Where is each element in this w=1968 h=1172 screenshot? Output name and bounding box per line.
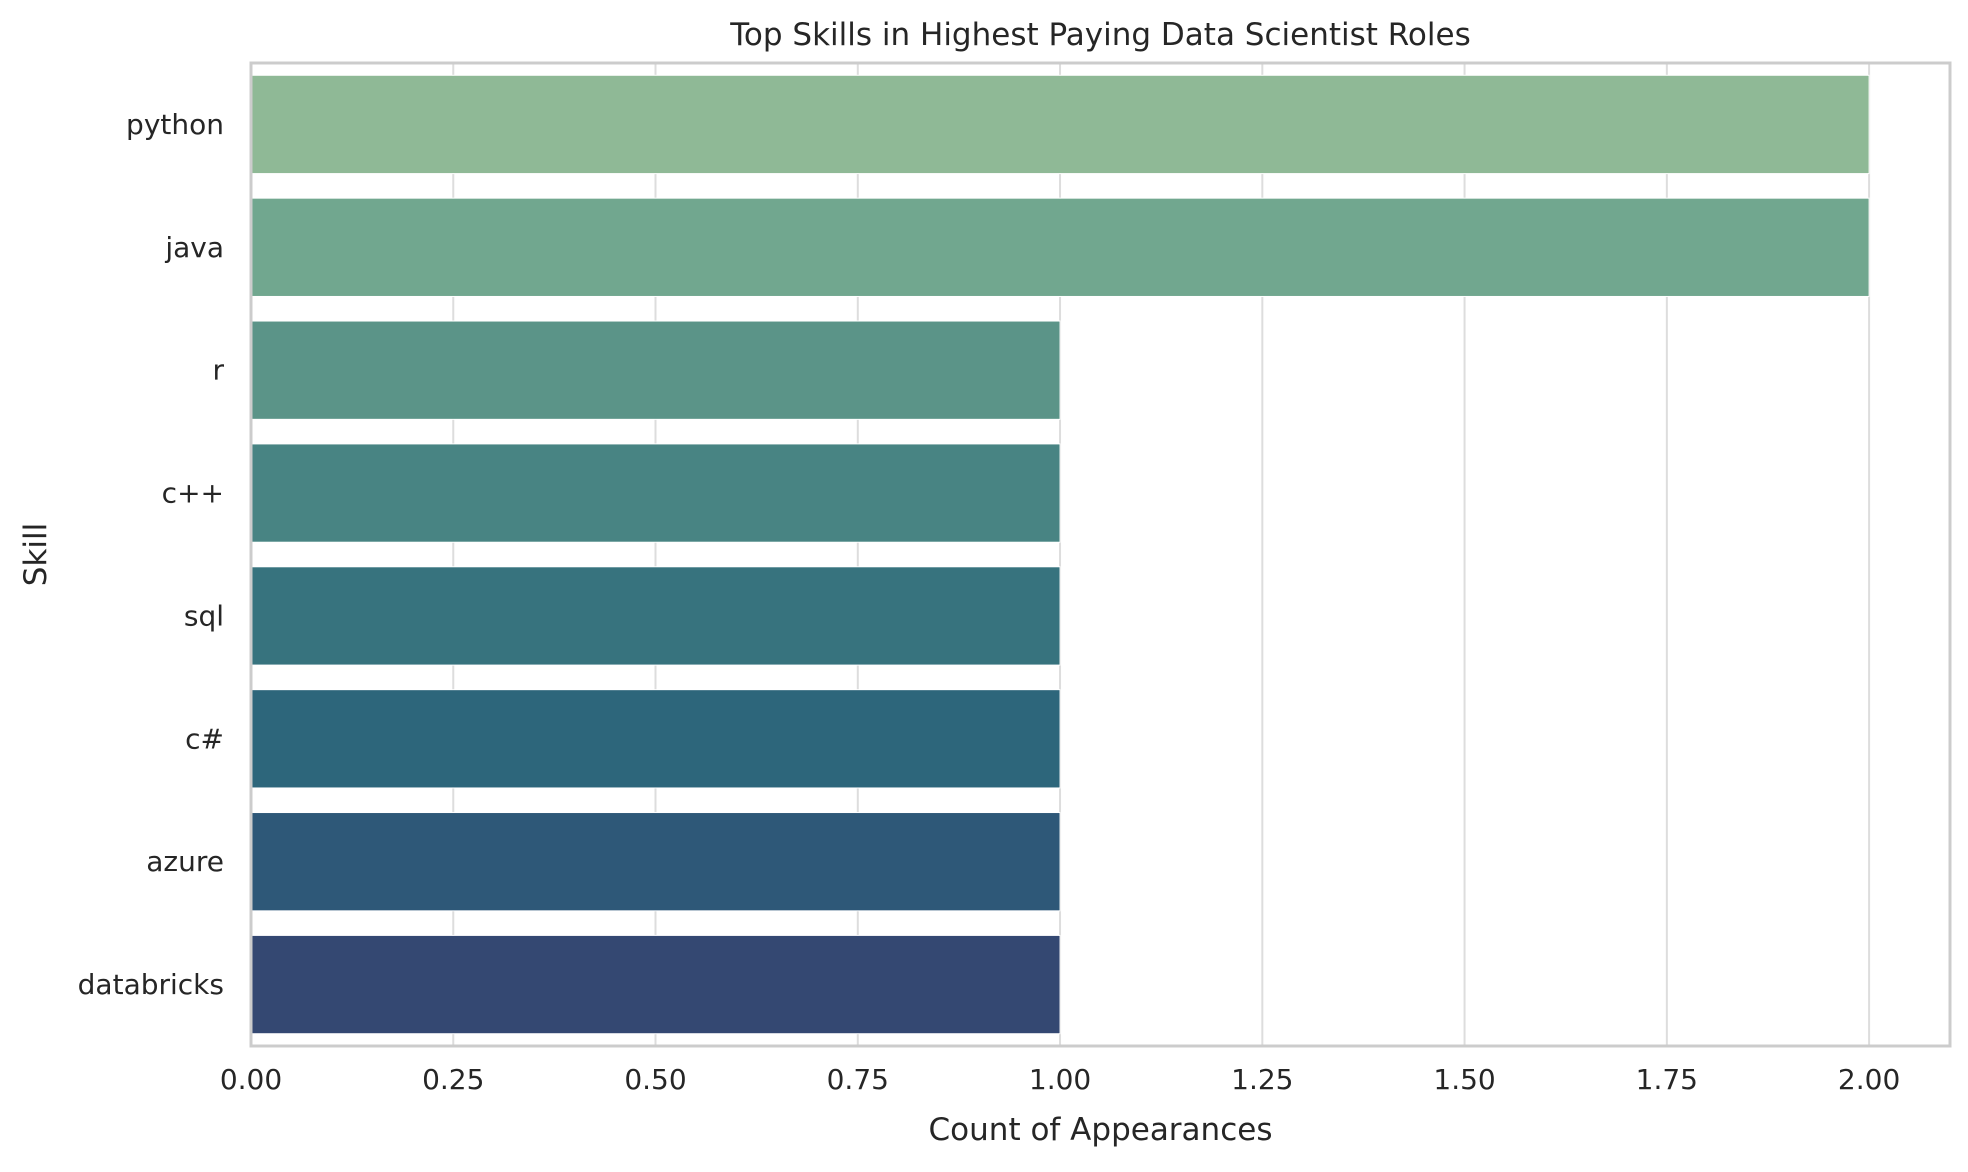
y-tick-label: azure [146, 845, 224, 878]
bar-r [250, 320, 1061, 420]
y-axis-title: Skill [18, 523, 54, 586]
bar-c- [250, 689, 1061, 789]
y-tick-label: r [212, 354, 224, 387]
plot-frame [249, 61, 1952, 1048]
x-tick-label: 0.75 [827, 1063, 889, 1096]
chart-title: Top Skills in Highest Paying Data Scient… [729, 17, 1470, 53]
x-tick-label: 1.50 [1433, 1063, 1495, 1096]
bar-java [250, 197, 1870, 297]
x-tick-label: 0.25 [422, 1063, 484, 1096]
x-tick-label: 1.75 [1636, 1063, 1698, 1096]
bar-databricks [250, 934, 1061, 1035]
bar-sql [250, 566, 1061, 666]
x-tick-label: 2.00 [1838, 1063, 1900, 1096]
y-tick-labels: python java r c++ sql c# azure databricks [78, 108, 225, 1001]
bar-azure [250, 812, 1061, 912]
y-tick-label: sql [184, 599, 224, 632]
y-tick-label: databricks [78, 968, 224, 1001]
y-tick-label: java [164, 231, 224, 264]
x-tick-label: 1.25 [1231, 1063, 1293, 1096]
x-tick-label: 0.50 [624, 1063, 686, 1096]
bars [250, 74, 1870, 1035]
x-tick-label: 1.00 [1029, 1063, 1091, 1096]
y-tick-label: python [126, 108, 224, 141]
x-tick-labels: 0.00 0.25 0.50 0.75 1.00 1.25 1.50 1.75 2.00 [220, 1063, 1900, 1096]
x-tick-label: 0.00 [220, 1063, 282, 1096]
y-tick-label: c# [185, 722, 224, 755]
x-axis-title: Count of Appearances [929, 1112, 1273, 1148]
bar-python [250, 74, 1870, 175]
bar-c- [250, 443, 1061, 543]
y-tick-label: c++ [162, 477, 224, 510]
